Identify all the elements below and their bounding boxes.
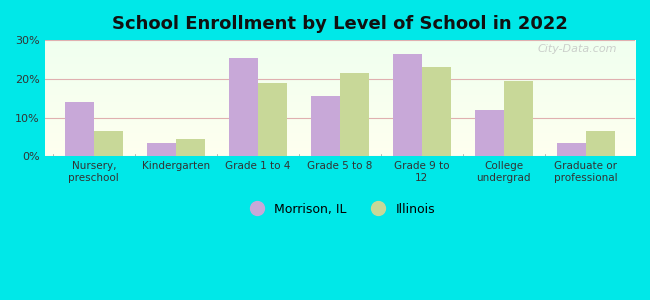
Bar — [557, 143, 586, 156]
Bar — [475, 110, 504, 156]
Bar — [94, 131, 122, 156]
Bar — [311, 96, 340, 156]
Title: School Enrollment by Level of School in 2022: School Enrollment by Level of School in … — [112, 15, 567, 33]
Legend: Morrison, IL, Illinois: Morrison, IL, Illinois — [239, 198, 440, 220]
Bar — [258, 83, 287, 156]
Bar — [393, 54, 422, 156]
Bar — [229, 58, 258, 156]
Bar — [586, 131, 614, 156]
Bar — [176, 139, 205, 156]
Bar — [340, 73, 369, 156]
Bar — [422, 67, 450, 156]
Bar — [147, 143, 176, 156]
Bar — [504, 81, 532, 156]
Text: City-Data.com: City-Data.com — [538, 44, 618, 54]
Bar — [65, 102, 94, 156]
